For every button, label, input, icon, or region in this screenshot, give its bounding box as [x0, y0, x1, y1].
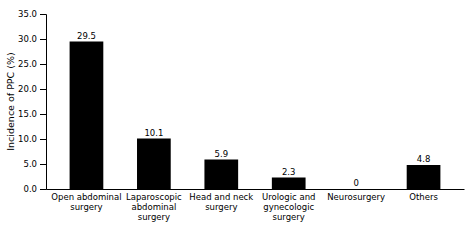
tick-label-line: Neurosurgery — [327, 192, 385, 202]
tick-mark — [40, 14, 46, 15]
tick-label-line: Laparoscopic — [126, 192, 182, 202]
data-label: 5.9 — [215, 149, 229, 159]
tick-label-line: Open abdominal — [51, 192, 121, 202]
tick-mark — [40, 39, 46, 40]
tick-label: 15.0 — [18, 109, 37, 119]
tick-label: Neurosurgery — [327, 192, 385, 202]
bar — [204, 160, 238, 190]
data-label: 29.5 — [77, 31, 96, 41]
tick-label: Laparoscopicabdominalsurgery — [126, 192, 182, 222]
tick-label-line: surgery — [138, 212, 170, 222]
tick-mark — [40, 164, 46, 165]
tick-mark — [40, 189, 46, 190]
tick-label-line: surgery — [205, 202, 237, 212]
tick-label: 5.0 — [23, 159, 37, 169]
tick-label: 20.0 — [18, 84, 37, 94]
tick: 30.0 — [18, 34, 46, 44]
bar — [70, 42, 104, 190]
tick-label-line: abdominal — [131, 202, 176, 212]
bar — [407, 165, 441, 189]
chart: 0.0 5.0 10.0 15.0 20.0 25.0 30.0 35.0 Open abdom… — [0, 0, 474, 229]
data-label: 10.1 — [144, 128, 163, 138]
tick: Urologic andgynecologicsurgery — [262, 189, 315, 222]
bars — [70, 42, 441, 190]
tick: 25.0 — [18, 59, 46, 69]
tick-label: 30.0 — [18, 34, 37, 44]
tick: 15.0 — [18, 109, 46, 119]
data-labels: 29.5 10.1 5.9 2.3 0 4.8 — [77, 31, 430, 189]
tick-label: 25.0 — [18, 59, 37, 69]
tick-label-line: Urologic and — [262, 192, 315, 202]
tick-mark — [40, 64, 46, 65]
tick-label: 0.0 — [23, 184, 37, 194]
bar — [272, 178, 306, 190]
tick-label-line: gynecologic — [263, 202, 314, 212]
plot: 0.0 5.0 10.0 15.0 20.0 25.0 30.0 35.0 Open abdom… — [18, 9, 464, 222]
tick-label: 35.0 — [18, 9, 37, 19]
tick-label: 10.0 — [18, 134, 37, 144]
bar — [339, 189, 373, 190]
bar — [137, 139, 171, 190]
data-label: 0 — [353, 178, 358, 188]
tick: 0.0 — [23, 184, 46, 194]
tick-mark — [40, 139, 46, 140]
tick-label-line: surgery — [273, 212, 305, 222]
y-axis: 0.0 5.0 10.0 15.0 20.0 25.0 30.0 35.0 — [18, 9, 46, 194]
tick: 35.0 — [18, 9, 46, 19]
axis-line — [40, 15, 47, 190]
x-axis: Open abdominalsurgeryLaparoscopicabdomin… — [47, 189, 465, 222]
tick: 10.0 — [18, 134, 46, 144]
tick: 5.0 — [23, 159, 46, 169]
tick: Neurosurgery — [327, 189, 385, 202]
tick-label: Others — [409, 192, 438, 202]
tick: Head and necksurgery — [189, 189, 253, 212]
data-label: 4.8 — [417, 154, 431, 164]
tick-label: Open abdominalsurgery — [51, 192, 121, 212]
tick-mark — [40, 114, 46, 115]
y-axis-title: Incidence of PPC (%) — [5, 52, 16, 150]
tick: Laparoscopicabdominalsurgery — [126, 189, 182, 222]
tick-label-line: surgery — [70, 202, 102, 212]
tick: Open abdominalsurgery — [51, 189, 121, 212]
tick: Others — [409, 189, 438, 202]
tick-label: Head and necksurgery — [189, 192, 253, 212]
tick-label: Urologic andgynecologicsurgery — [262, 192, 315, 222]
data-label: 2.3 — [282, 167, 296, 177]
tick: 20.0 — [18, 84, 46, 94]
axis-line — [47, 189, 465, 190]
tick-mark — [40, 89, 46, 90]
tick-label-line: Others — [409, 192, 438, 202]
tick-label-line: Head and neck — [189, 192, 253, 202]
